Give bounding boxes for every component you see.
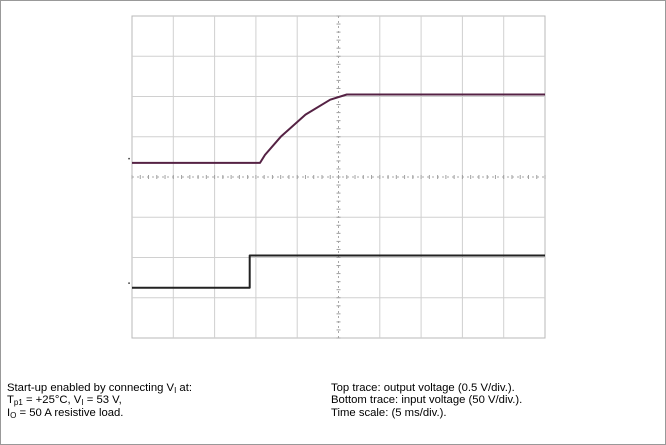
caption-subscript: I xyxy=(174,386,177,395)
caption-time-scale: Time scale: (5 ms/div.). xyxy=(331,406,447,419)
caption-text: at: xyxy=(176,382,192,394)
caption-bottom-trace: Bottom trace: input voltage (50 V/div.). xyxy=(331,394,523,407)
trace-ground-marker: • xyxy=(128,282,130,288)
oscilloscope-screen: •• xyxy=(128,15,546,339)
bottom-trace-line xyxy=(132,254,545,289)
caption-trace-legend: Top trace: output voltage (0.5 V/div.). … xyxy=(331,382,522,419)
caption-text: Start-up enabled by connecting V xyxy=(7,382,175,394)
caption-subscript: O xyxy=(10,410,17,420)
trace-ground-marker: • xyxy=(128,157,130,163)
caption-line-3: IO = 50 A resistive load. xyxy=(7,406,192,420)
scope-grid xyxy=(131,15,546,339)
caption-text: = 50 A resistive load. xyxy=(16,406,124,419)
caption-test-conditions: Start-up enabled by connecting VI at: Tp… xyxy=(7,382,192,419)
top-trace-line xyxy=(132,93,545,164)
caption-text: = 53 V, xyxy=(83,394,122,407)
caption-text: = +25°C, V xyxy=(22,394,82,407)
caption-line-2: Tp1 = +25°C, VI = 53 V, xyxy=(7,394,192,408)
caption-subscript: I xyxy=(81,398,84,408)
caption-top-trace: Top trace: output voltage (0.5 V/div.). xyxy=(331,382,515,394)
caption-text: T xyxy=(7,394,14,407)
caption-subscript: p1 xyxy=(13,398,23,408)
caption-text: I xyxy=(7,406,11,419)
caption-line-1: Start-up enabled by connecting VI at: xyxy=(7,382,192,395)
scope-traces: •• xyxy=(128,93,545,289)
